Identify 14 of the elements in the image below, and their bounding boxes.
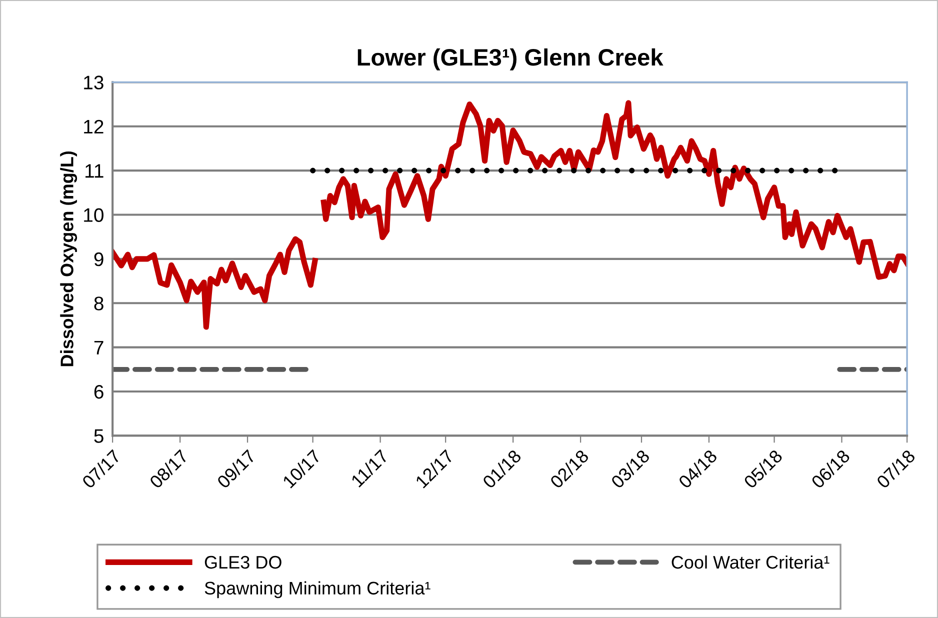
y-tick-label: 10 <box>84 208 104 222</box>
y-tick-label: 5 <box>94 429 104 443</box>
y-tick-label: 9 <box>94 252 104 266</box>
y-tick-label: 6 <box>94 384 104 399</box>
legend-label: Cool Water Criteria¹ <box>672 555 830 569</box>
y-tick-label: 11 <box>86 164 104 178</box>
y-tick-label: 12 <box>84 120 104 134</box>
chart-title: Lower (GLE3¹) Glenn Creek <box>358 48 664 70</box>
y-tick-label: 13 <box>84 76 104 90</box>
y-tick-label: 8 <box>94 296 104 310</box>
legend-label: Spawning Minimum Criteria¹ <box>204 581 430 598</box>
y-tick-label: 7 <box>94 340 104 354</box>
legend-label: GLE3 DO <box>204 556 282 569</box>
y-axis-title: Dissolved Oxygen (mg/L) <box>60 151 78 366</box>
